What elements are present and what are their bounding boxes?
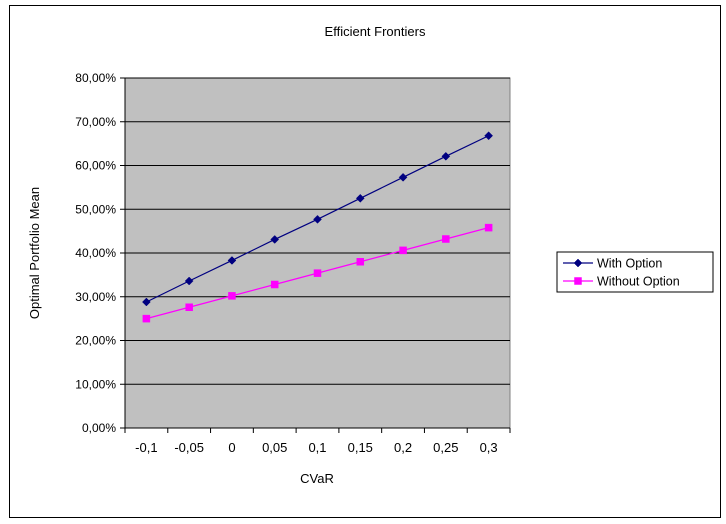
x-tick-label: 0,2 [394,440,412,455]
data-point-without-option [313,269,322,277]
y-tick-label: 80,00% [75,71,116,85]
x-tick-label: -0,05 [174,440,204,455]
data-point-without-option [442,235,450,243]
x-tick-label: 0,15 [348,440,373,455]
x-axis-ticks: -0,1 -0,05 0 0,05 0,1 0,15 0,2 0,25 0,3 [124,428,511,455]
y-tick-label: 60,00% [75,159,116,173]
y-axis-label: Optimal Portfolio Mean [27,187,42,319]
data-point-without-option [484,223,493,232]
data-point-with-option [313,214,322,224]
y-tick-label: 40,00% [75,246,116,260]
legend-box [556,251,714,293]
chart-svg: Efficient Frontiers 0,00% 10,00% 20,00% 30,… [27,24,714,486]
x-tick-label: 0,1 [308,440,326,455]
data-point-without-option [356,258,365,266]
y-axis-ticks: 0,00% 10,00% 20,00% 30,00% 40,00% 50,00% 60,00… [75,71,125,435]
legend-item-without-option: Without Option [563,275,680,289]
data-point-with-option [484,131,493,141]
legend: With Option Without Option [556,251,714,293]
x-tick-label: 0,3 [480,440,498,455]
x-axis-label: CVaR [300,471,334,486]
y-tick-label: 20,00% [75,334,116,348]
data-point-with-option [227,256,237,265]
series-layer [142,131,493,323]
data-point-with-option [184,276,194,286]
x-tick-label: 0 [228,440,235,455]
legend-swatch-marker [573,258,583,268]
series-with-option [142,131,493,307]
x-tick-label: 0,25 [433,440,458,455]
series-without-option [142,223,493,323]
legend-items: With Option Without Option [563,257,680,289]
x-tick-label: -0,1 [135,440,157,455]
legend-label: Without Option [597,275,680,289]
legend-swatch-marker [574,277,582,285]
chart-area: Efficient Frontiers 0,00% 10,00% 20,00% 30,… [9,5,721,518]
y-tick-label: 0,00% [82,421,116,435]
legend-item-with-option: With Option [563,257,662,271]
data-point-without-option [228,292,236,300]
legend-label: With Option [597,257,662,271]
y-tick-label: 70,00% [75,115,116,129]
data-point-without-option [185,303,193,311]
data-point-without-option [270,280,279,289]
y-tick-label: 50,00% [75,202,116,216]
chart-title: Efficient Frontiers [325,24,426,39]
data-point-with-option [355,193,365,203]
y-tick-label: 30,00% [75,290,116,304]
data-point-without-option [399,246,407,255]
data-point-with-option [398,172,408,182]
x-tick-label: 0,05 [262,440,287,455]
y-tick-label: 10,00% [75,377,116,391]
grid-lines [125,77,510,385]
data-point-with-option [142,297,151,307]
data-point-with-option [270,235,280,244]
data-point-with-option [441,151,451,161]
data-point-without-option [142,314,151,323]
